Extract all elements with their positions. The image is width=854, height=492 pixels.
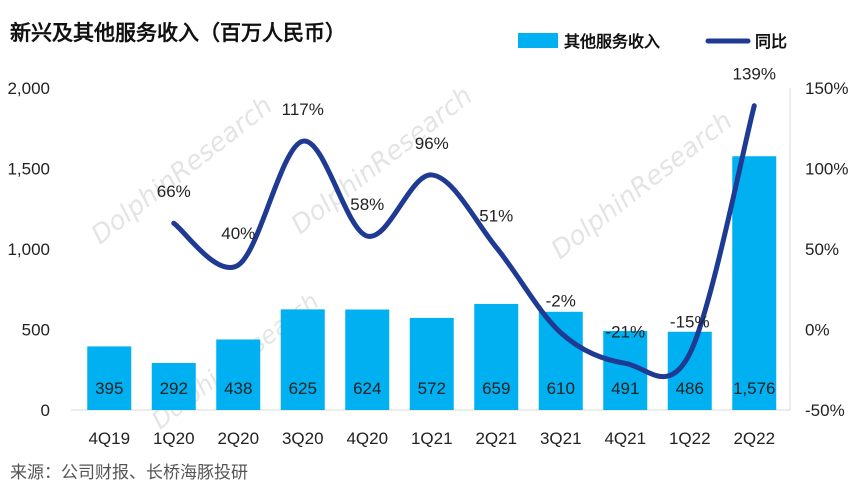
bar-value-label: 486 — [676, 379, 704, 398]
y-axis-right: -50% 0% 50% 100% 150% — [805, 79, 848, 420]
x-tick-label: 2Q20 — [217, 429, 259, 448]
bar — [345, 309, 390, 410]
legend: 其他服务收入 同比 — [518, 32, 787, 51]
svg-text:DolphinResearch: DolphinResearch — [546, 106, 738, 266]
bar-series — [87, 156, 777, 410]
bar — [151, 362, 196, 410]
line-value-label: 58% — [350, 195, 384, 214]
bar — [732, 156, 777, 410]
line-value-label: 66% — [157, 182, 191, 201]
x-tick-label: 1Q20 — [153, 429, 195, 448]
x-tick-label: 4Q20 — [346, 429, 388, 448]
source-note: 来源：公司财报、长桥海豚投研 — [10, 463, 248, 483]
bar-value-label: 292 — [160, 379, 188, 398]
bar — [538, 311, 583, 410]
bar — [474, 303, 519, 410]
bar — [409, 317, 454, 410]
y-right-tick-label: 100% — [805, 160, 848, 179]
line-value-label: 51% — [479, 206, 513, 225]
x-axis-categories: 4Q19 1Q20 2Q20 3Q20 4Q20 1Q21 2Q21 3Q21 4Q21 1Q22… — [88, 429, 775, 448]
chart-title: 新兴及其他服务收入（百万人民币） — [10, 21, 346, 45]
y-right-tick-label: -50% — [805, 401, 845, 420]
line-value-label: 96% — [415, 134, 449, 153]
bar-value-label: 1,576 — [733, 379, 776, 398]
bar-value-label: 491 — [611, 379, 639, 398]
x-tick-label: 1Q21 — [411, 429, 453, 448]
line-value-label: 40% — [221, 224, 255, 243]
y-left-tick-label: 2,000 — [7, 79, 50, 98]
x-tick-label: 2Q22 — [733, 429, 775, 448]
bar-value-label: 395 — [95, 379, 123, 398]
y-left-tick-label: 0 — [41, 401, 50, 420]
yoy-line — [171, 103, 757, 379]
legend-label-bar: 其他服务收入 — [564, 32, 660, 51]
y-axis-left: 0 500 1,000 1,500 2,000 — [7, 79, 50, 420]
bar-value-label: 624 — [353, 379, 381, 398]
legend-swatch-bar — [518, 33, 558, 48]
y-left-tick-label: 500 — [22, 321, 50, 340]
bar-value-label: 438 — [224, 379, 252, 398]
bar-value-label: 610 — [547, 379, 575, 398]
line-value-label: 139% — [733, 65, 776, 84]
bar-value-label: 625 — [289, 379, 317, 398]
line-value-label: -15% — [670, 313, 710, 332]
line-labels: 66% 40% 117% 58% 96% 51% -2% -21% -15% 139% — [157, 65, 776, 342]
line-value-label: -21% — [605, 322, 645, 341]
x-tick-label: 3Q20 — [282, 429, 324, 448]
x-tick-label: 4Q21 — [604, 429, 646, 448]
y-right-tick-label: 150% — [805, 79, 848, 98]
line-value-label: 117% — [282, 100, 324, 119]
line-value-label: -2% — [546, 292, 576, 311]
y-left-tick-label: 1,000 — [7, 240, 50, 259]
y-right-tick-label: 50% — [805, 240, 839, 259]
bar — [280, 309, 325, 410]
bar — [87, 346, 132, 410]
x-tick-label: 4Q19 — [88, 429, 130, 448]
legend-label-line: 同比 — [755, 32, 787, 51]
x-tick-label: 2Q21 — [475, 429, 517, 448]
bar-value-label: 659 — [482, 379, 510, 398]
y-right-tick-label: 0% — [805, 321, 830, 340]
x-tick-label: 3Q21 — [540, 429, 582, 448]
bar — [216, 339, 261, 410]
y-left-tick-label: 1,500 — [7, 160, 50, 179]
x-tick-label: 1Q22 — [669, 429, 711, 448]
bar-value-label: 572 — [418, 379, 446, 398]
bar-labels: 395 292 438 625 624 572 659 610 491 486 1,576 — [95, 379, 775, 398]
